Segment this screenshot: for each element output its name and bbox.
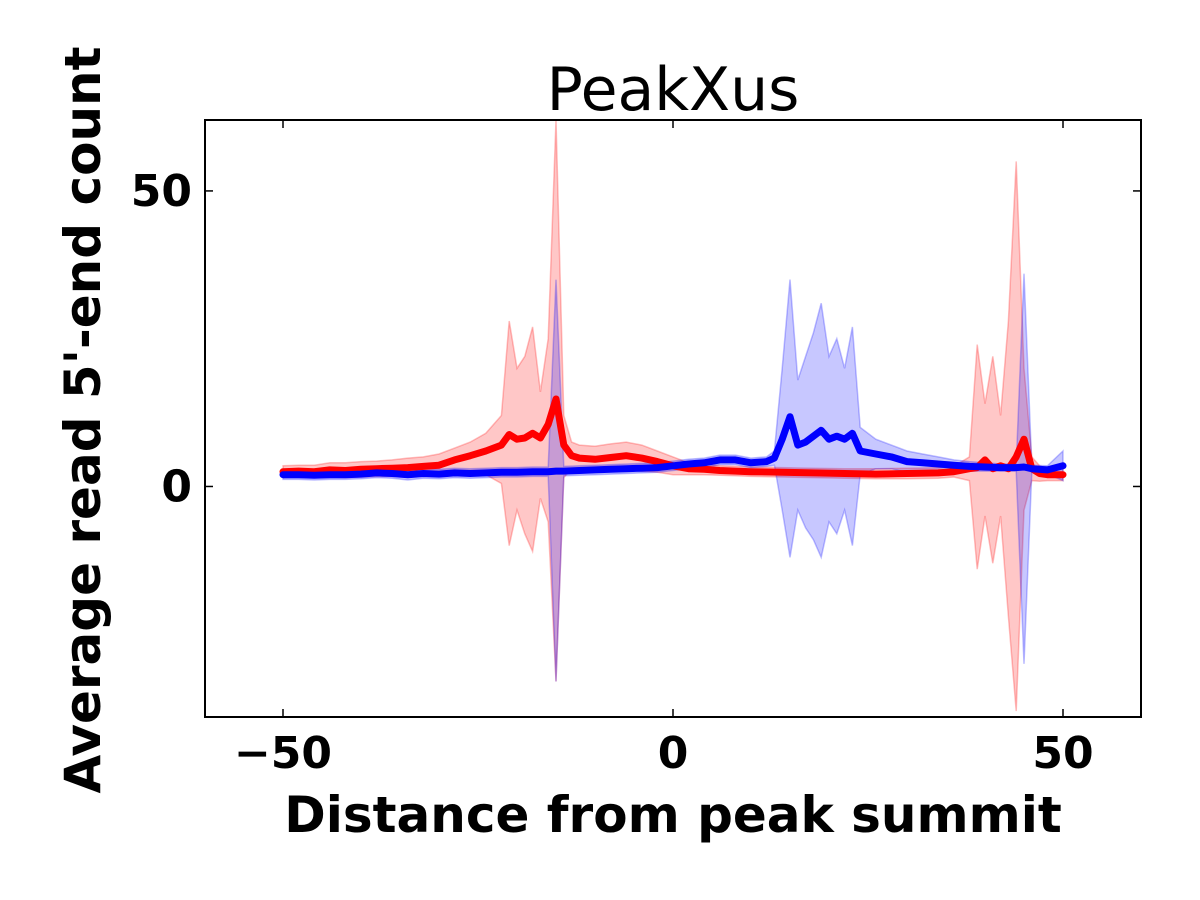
chart-title: PeakXus: [547, 55, 800, 125]
x-tick-labels: −50 0 50: [234, 728, 1094, 779]
x-axis-label: Distance from peak summit: [284, 786, 1062, 844]
x-tick-label: 50: [1032, 728, 1093, 779]
axis-ticks: [205, 120, 1141, 717]
error-bands: [282, 119, 1064, 712]
error-band-1: [282, 273, 1064, 682]
series-lines: [279, 395, 1067, 479]
y-tick-label: 0: [161, 461, 192, 512]
series-line-1: [279, 413, 1067, 479]
x-tick-label: 0: [658, 728, 689, 779]
y-axis-label: Average read 5'-end count: [54, 46, 112, 793]
x-tick-label: −50: [234, 728, 332, 779]
y-tick-label: 50: [131, 166, 192, 217]
error-band-0: [282, 119, 1064, 712]
y-tick-labels: 0 50: [131, 166, 192, 513]
series-line-0: [279, 395, 1067, 479]
